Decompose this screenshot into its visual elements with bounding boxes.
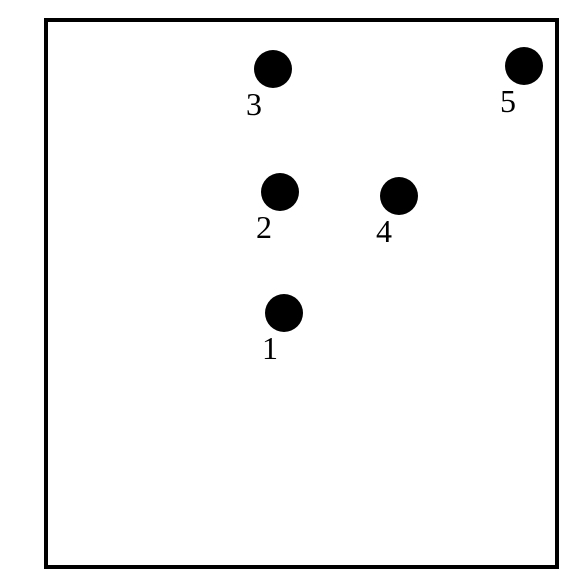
point-label-1: 1 [262,330,278,367]
point-label-2: 2 [256,209,272,246]
point-3 [254,50,292,88]
point-label-3: 3 [246,86,262,123]
point-1 [265,294,303,332]
point-label-4: 4 [376,213,392,250]
point-2 [261,173,299,211]
bounding-frame [44,18,559,569]
point-5 [505,47,543,85]
point-label-5: 5 [500,83,516,120]
point-4 [380,177,418,215]
